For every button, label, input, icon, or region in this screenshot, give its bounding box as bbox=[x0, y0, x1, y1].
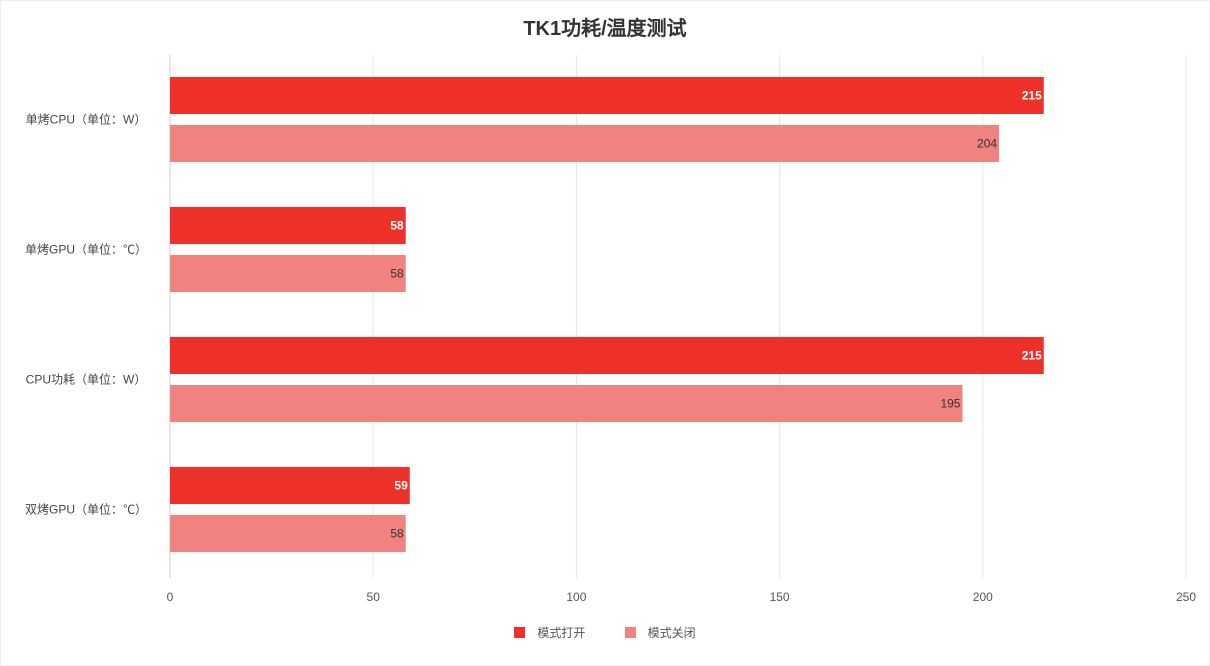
legend-item-mode-on[interactable]: 模式打开 bbox=[514, 624, 585, 641]
category-label: CPU功耗（单位：W） bbox=[26, 372, 147, 387]
bar-mode-on bbox=[170, 467, 410, 504]
legend: 模式打开 模式关闭 bbox=[0, 624, 1210, 641]
bar-mode-off bbox=[170, 385, 963, 422]
legend-label-mode-on: 模式打开 bbox=[537, 626, 586, 640]
x-tick-label: 0 bbox=[167, 590, 174, 604]
data-label: 58 bbox=[390, 527, 404, 541]
x-tick-label: 100 bbox=[566, 590, 586, 604]
x-tick-label: 200 bbox=[973, 590, 993, 604]
data-label: 215 bbox=[1022, 349, 1042, 363]
bar-mode-off bbox=[170, 255, 406, 292]
data-label: 204 bbox=[977, 137, 997, 151]
x-tick-label: 150 bbox=[770, 590, 790, 604]
legend-swatch-mode-on bbox=[514, 627, 526, 638]
bar-mode-off bbox=[170, 515, 406, 552]
data-label: 195 bbox=[940, 397, 960, 411]
legend-item-mode-off[interactable]: 模式关闭 bbox=[624, 624, 696, 641]
data-label: 59 bbox=[394, 479, 408, 493]
bar-mode-on bbox=[170, 337, 1044, 374]
category-label: 单烤CPU（单位：W） bbox=[26, 112, 147, 127]
bar-mode-off bbox=[170, 125, 1000, 162]
legend-swatch-mode-off bbox=[624, 627, 636, 638]
data-label: 58 bbox=[390, 267, 404, 281]
data-label: 58 bbox=[390, 219, 404, 233]
bar-mode-on bbox=[170, 77, 1044, 114]
chart-title: TK1功耗/温度测试 bbox=[523, 18, 687, 40]
category-label: 单烤GPU（单位：℃） bbox=[25, 242, 147, 257]
x-tick-label: 250 bbox=[1176, 590, 1196, 604]
x-tick-label: 50 bbox=[367, 590, 381, 604]
bar-mode-on bbox=[170, 207, 406, 244]
legend-label-mode-off: 模式关闭 bbox=[647, 626, 696, 640]
category-label: 双烤GPU（单位：℃） bbox=[25, 502, 147, 517]
data-label: 215 bbox=[1022, 89, 1042, 103]
